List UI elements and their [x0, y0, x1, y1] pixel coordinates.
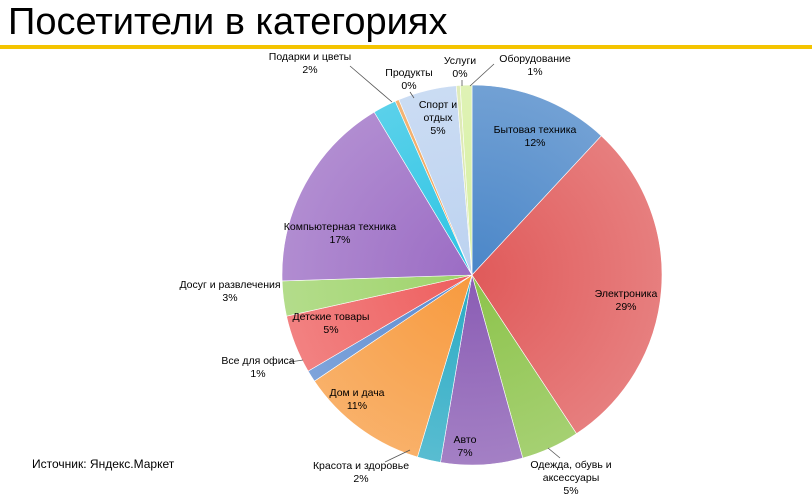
- slice-label: Авто 7%: [454, 434, 477, 459]
- slice-value-label: 5%: [563, 485, 578, 497]
- slice-name-label: отдых: [424, 112, 454, 124]
- slice-label: Одежда, обувь и аксессуары 5%: [530, 459, 611, 497]
- slice-label: Продукты 0%: [385, 67, 432, 92]
- slice-value-label: 1%: [250, 368, 265, 380]
- page-title: Посетители в категориях: [8, 1, 448, 43]
- slice-label: Красота и здоровье 2%: [313, 460, 409, 485]
- slice-label: Досуг и развлечения 3%: [179, 279, 280, 304]
- slice-value-label: 5%: [323, 324, 338, 336]
- slice-name-label: Дом и дача: [329, 387, 384, 399]
- slice-value-label: 1%: [527, 66, 542, 78]
- slice-label: Оборудование 1%: [499, 53, 571, 78]
- slice-name-label: Услуги: [444, 55, 476, 67]
- leader-line: [469, 63, 495, 87]
- slice-name-label: Авто: [454, 434, 477, 446]
- slice-name-label: Детские товары: [293, 311, 370, 323]
- slice-labels: Бытовая техника 12% Электроника 29% Одежда, …: [179, 51, 657, 497]
- slice-label: Спорт и отдых 5%: [419, 99, 457, 137]
- leader-line: [409, 91, 415, 99]
- slice-value-label: 29%: [615, 301, 636, 313]
- source-note: Источник: Яндекс.Маркет: [32, 457, 175, 471]
- slice-label: Услуги 0%: [444, 55, 476, 80]
- slice-name-label: аксессуары: [543, 472, 600, 484]
- slice-label: Бытовая техника 12%: [494, 124, 577, 149]
- slice-value-label: 0%: [452, 68, 467, 80]
- slice-value-label: 3%: [222, 292, 237, 304]
- slice-value-label: 2%: [353, 473, 368, 485]
- slice-name-label: Электроника: [595, 288, 658, 300]
- title-underline: [0, 45, 812, 49]
- slice-label: Компьютерная техника 17%: [284, 221, 397, 246]
- pie-slice: [471, 84, 602, 276]
- leader-line: [384, 449, 411, 463]
- slice-name-label: Одежда, обувь и: [530, 459, 611, 471]
- leader-line: [547, 447, 561, 459]
- pie-slice: [471, 135, 663, 435]
- slice-value-label: 2%: [302, 64, 317, 76]
- slice-value-label: 17%: [329, 234, 350, 246]
- slice-value-label: 12%: [524, 137, 545, 149]
- slice-name-label: Красота и здоровье: [313, 460, 409, 472]
- slice-name-label: Все для офиса: [221, 355, 294, 367]
- pie-slices: [281, 84, 663, 466]
- slice-name-label: Продукты: [385, 67, 432, 79]
- slice-label: Подарки и цветы 2%: [269, 51, 351, 76]
- slice-value-label: 11%: [347, 400, 367, 412]
- pie-slice: [314, 274, 473, 458]
- slice-value-label: 7%: [457, 447, 472, 459]
- slice-name-label: Подарки и цветы: [269, 51, 351, 63]
- pie-slice: [459, 84, 473, 276]
- leader-lines: [289, 63, 561, 463]
- leader-line: [349, 65, 393, 103]
- leader-line: [289, 359, 304, 363]
- slice-label: Детские товары 5%: [293, 311, 370, 336]
- slice-value-label: 5%: [430, 125, 445, 137]
- slice-name-label: Бытовая техника: [494, 124, 577, 136]
- slice-value-label: 0%: [401, 80, 416, 92]
- slice-label: Дом и дача 11%: [329, 387, 384, 412]
- slice-name-label: Досуг и развлечения: [179, 279, 280, 291]
- slice-name-label: Компьютерная техника: [284, 221, 397, 233]
- pie-slice: [281, 111, 473, 282]
- slice-name-label: Оборудование: [499, 53, 571, 65]
- slice-name-label: Спорт и: [419, 99, 457, 111]
- slice-label: Все для офиса 1%: [221, 355, 294, 380]
- slice-label: Электроника 29%: [595, 288, 658, 313]
